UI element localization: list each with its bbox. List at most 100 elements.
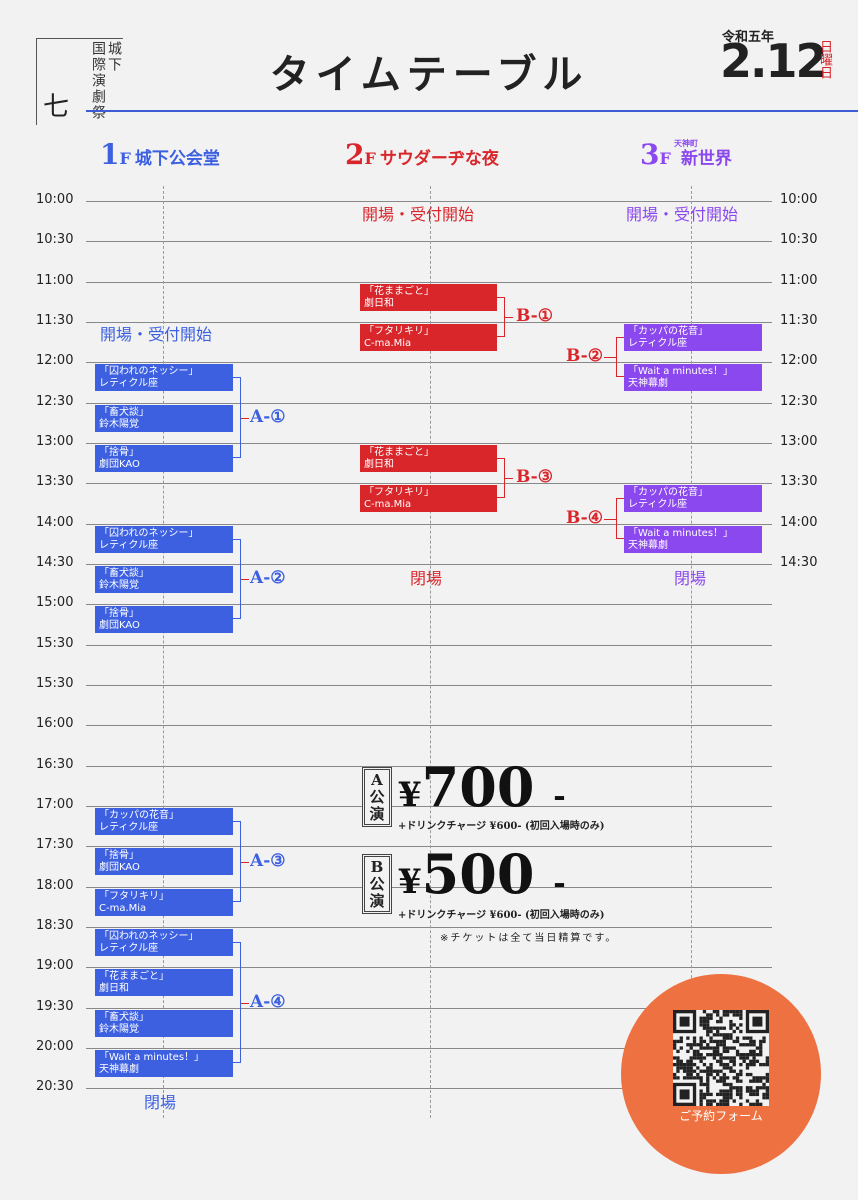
program-group-label: A-②: [250, 568, 286, 588]
program-bracket: [233, 377, 241, 458]
program-title: 「囚われのネッシー」: [99, 931, 199, 942]
bracket-tick: [604, 357, 616, 358]
program-block[interactable]: 「花ままごと」 劇日和: [95, 969, 233, 996]
program-block[interactable]: 「畜犬談」 鈴木陽覚: [95, 405, 233, 432]
floor-2-f: F: [364, 149, 376, 168]
program-title: 「フタリキリ」: [364, 487, 434, 498]
reservation-form-label[interactable]: ご予約フォーム: [679, 1109, 763, 1123]
floor-2-close-note: 閉場: [410, 569, 443, 588]
program-block[interactable]: 「畜犬談」 鈴木陽覚: [95, 1010, 233, 1037]
price-b-amount: 500: [421, 842, 535, 906]
program-block[interactable]: 「Wait a minutes！」 天神幕劇: [624, 364, 762, 391]
grid-line: [86, 483, 772, 484]
program-company: 劇日和: [99, 983, 129, 994]
time-label-left: 20:00: [36, 1039, 74, 1054]
program-title: 「畜犬談」: [99, 407, 149, 418]
grid-line: [86, 766, 772, 767]
program-company: 鈴木陽覚: [99, 419, 139, 430]
time-label-left: 20:30: [36, 1079, 74, 1094]
program-company: C-ma.Mia: [364, 338, 412, 349]
program-title: 「フタリキリ」: [99, 891, 169, 902]
grid-line: [86, 967, 772, 968]
qr-code-icon[interactable]: [673, 1010, 769, 1106]
program-group-label: B-④: [566, 507, 603, 528]
bracket-tick: [505, 478, 513, 479]
grid-line: [86, 443, 772, 444]
grid-line: [86, 887, 772, 888]
program-bracket: [616, 498, 624, 539]
floor-3-number: 3: [640, 138, 660, 171]
program-title: 「捨骨」: [99, 850, 139, 861]
festival-number: 七: [43, 92, 70, 122]
program-company: 天神幕劇: [99, 1064, 139, 1075]
program-group-label: A-③: [250, 850, 286, 871]
page-title: タイムテーブル: [269, 52, 589, 98]
program-company: レティクル座: [99, 943, 159, 954]
program-title: 「Wait a minutes！」: [99, 1052, 205, 1063]
grid-line: [86, 685, 772, 686]
program-title: 「カッパの花音」: [99, 810, 179, 821]
program-title: 「Wait a minutes！」: [628, 528, 734, 539]
time-label-left: 12:00: [36, 353, 74, 368]
time-label-right: 10:00: [780, 192, 818, 207]
price-b-drink: +ドリンクチャージ ¥600- (初回入場時のみ): [398, 910, 605, 921]
time-label-left: 10:00: [36, 192, 74, 207]
bracket-tick: [604, 518, 616, 520]
floor-2-open-note: 開場・受付開始: [362, 205, 475, 224]
grid-line: [86, 201, 772, 202]
time-label-right: 13:00: [780, 434, 818, 449]
program-block[interactable]: 「囚われのネッシー」 レティクル座: [95, 526, 233, 553]
time-label-right: 13:30: [780, 474, 818, 489]
program-block[interactable]: 「畜犬談」 鈴木陽覚: [95, 566, 233, 593]
time-label-left: 14:30: [36, 555, 74, 570]
ticket-note: ※チケットは全て当日精算です。: [440, 933, 618, 944]
event-date: 2.12: [720, 34, 827, 88]
program-block[interactable]: 「花ままごと」 劇日和: [360, 284, 497, 311]
floor-1-number: 1: [100, 138, 120, 171]
time-label-left: 17:30: [36, 837, 74, 852]
column-guide: [691, 186, 692, 1108]
price-a-yen: ¥: [398, 775, 422, 815]
floor-3-area: 天神町: [674, 138, 698, 148]
program-bracket: [233, 942, 241, 1063]
floor-1-open-note: 開場・受付開始: [100, 325, 213, 344]
time-label-left: 16:30: [36, 757, 74, 772]
price-a: ¥700 -: [398, 755, 566, 819]
program-block[interactable]: 「フタリキリ」 C-ma.Mia: [360, 324, 497, 351]
program-title: 「花ままごと」: [99, 971, 169, 982]
program-block[interactable]: 「囚われのネッシー」 レティクル座: [95, 929, 233, 956]
price-a-amount: 700: [421, 755, 535, 819]
grid-line: [86, 322, 772, 323]
time-label-left: 11:30: [36, 313, 74, 328]
time-label-right: 12:30: [780, 394, 818, 409]
grid-line: [86, 806, 772, 807]
program-block[interactable]: 「花ままごと」 劇日和: [360, 445, 497, 472]
time-label-right: 11:00: [780, 273, 818, 288]
program-block[interactable]: 「捨骨」 劇団KAO: [95, 445, 233, 472]
program-block[interactable]: 「カッパの花音」 レティクル座: [95, 808, 233, 835]
program-title: 「フタリキリ」: [364, 326, 434, 337]
program-block[interactable]: 「カッパの花音」 レティクル座: [624, 324, 762, 351]
program-group-label: B-②: [566, 346, 603, 366]
program-block[interactable]: 「Wait a minutes！」 天神幕劇: [624, 526, 762, 553]
grid-line: [86, 927, 772, 928]
program-company: 劇団KAO: [99, 459, 140, 470]
price-a-dash: -: [553, 779, 566, 814]
program-title: 「囚われのネッシー」: [99, 528, 199, 539]
program-company: レティクル座: [628, 338, 688, 349]
column-guide: [163, 186, 164, 1118]
program-block[interactable]: 「捨骨」 劇団KAO: [95, 606, 233, 633]
program-company: レティクル座: [99, 822, 159, 833]
program-block[interactable]: 「捨骨」 劇団KAO: [95, 848, 233, 875]
bracket-tick: [505, 317, 513, 318]
grid-line: [86, 604, 772, 605]
program-block[interactable]: 「囚われのネッシー」 レティクル座: [95, 364, 233, 391]
program-block[interactable]: 「フタリキリ」 C-ma.Mia: [95, 889, 233, 916]
program-block[interactable]: 「Wait a minutes！」 天神幕劇: [95, 1050, 233, 1077]
program-company: 天神幕劇: [628, 540, 668, 551]
program-company: 劇日和: [364, 459, 394, 470]
time-label-left: 15:30: [36, 636, 74, 651]
program-block[interactable]: 「フタリキリ」 C-ma.Mia: [360, 485, 497, 512]
program-block[interactable]: 「カッパの花音」 レティクル座: [624, 485, 762, 512]
program-title: 「囚われのネッシー」: [99, 366, 199, 377]
